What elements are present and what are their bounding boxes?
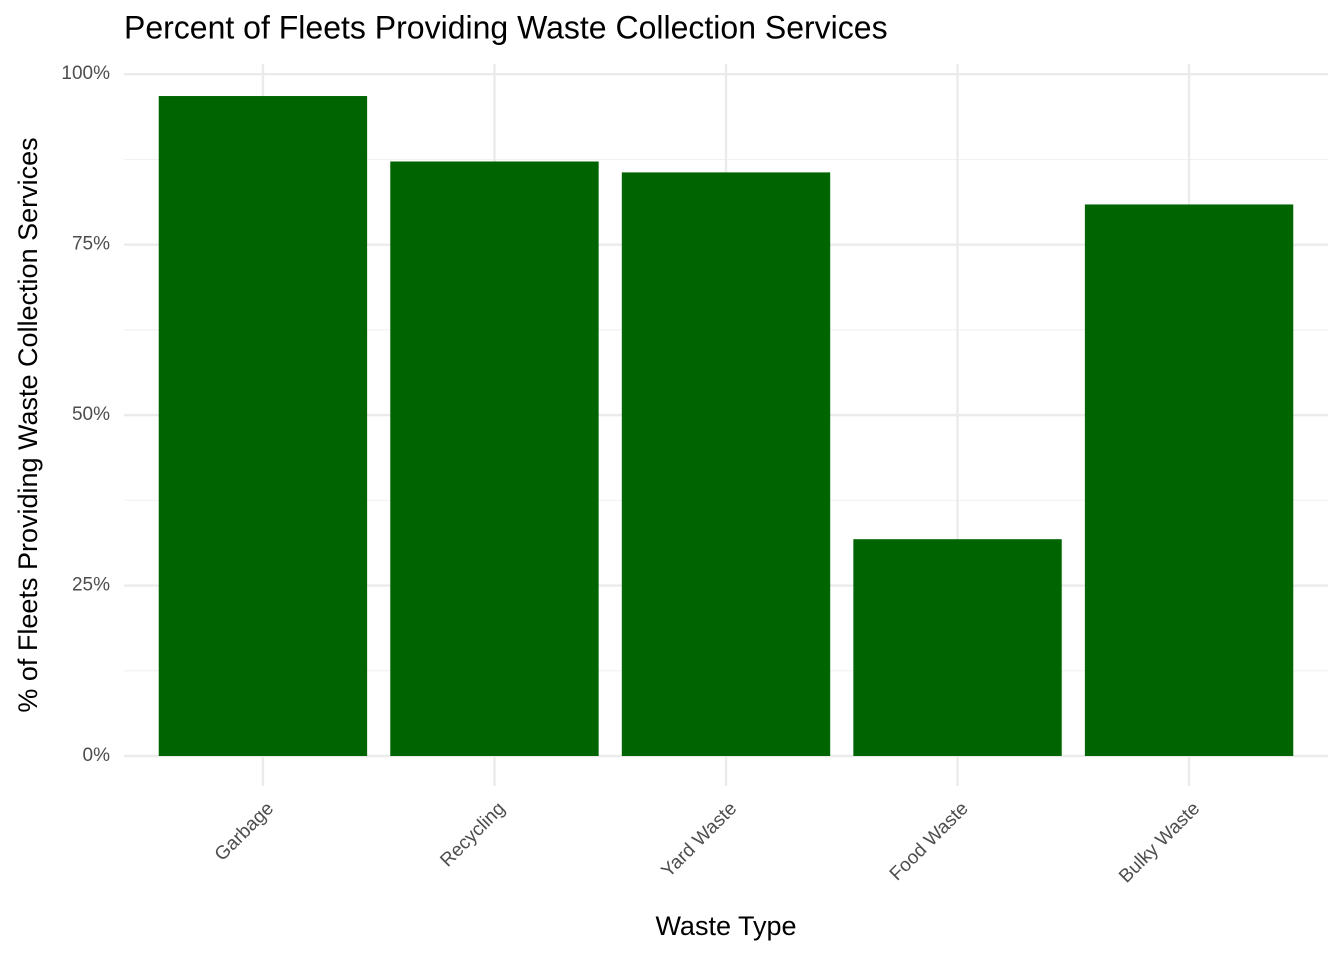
y-tick-label: 25% — [72, 575, 110, 596]
bar — [390, 161, 599, 757]
x-tick-label: Bulky Waste — [1115, 798, 1204, 887]
y-tick-label: 50% — [72, 404, 110, 425]
y-tick-label: 0% — [83, 745, 111, 766]
y-tick-label: 75% — [72, 234, 110, 255]
x-tick-label: Food Waste — [886, 798, 973, 885]
chart-title: Percent of Fleets Providing Waste Collec… — [124, 9, 888, 45]
y-axis-label: % of Fleets Providing Waste Collection S… — [13, 137, 43, 712]
y-tick-label: 100% — [61, 63, 110, 84]
bar — [853, 539, 1062, 757]
bar — [1084, 204, 1294, 757]
x-tick-label: Yard Waste — [658, 798, 742, 882]
bar — [621, 172, 831, 757]
bar — [158, 96, 368, 757]
x-tick-label: Garbage — [211, 798, 278, 865]
x-axis-label: Waste Type — [655, 911, 796, 941]
x-tick-label: Recycling — [436, 798, 509, 871]
